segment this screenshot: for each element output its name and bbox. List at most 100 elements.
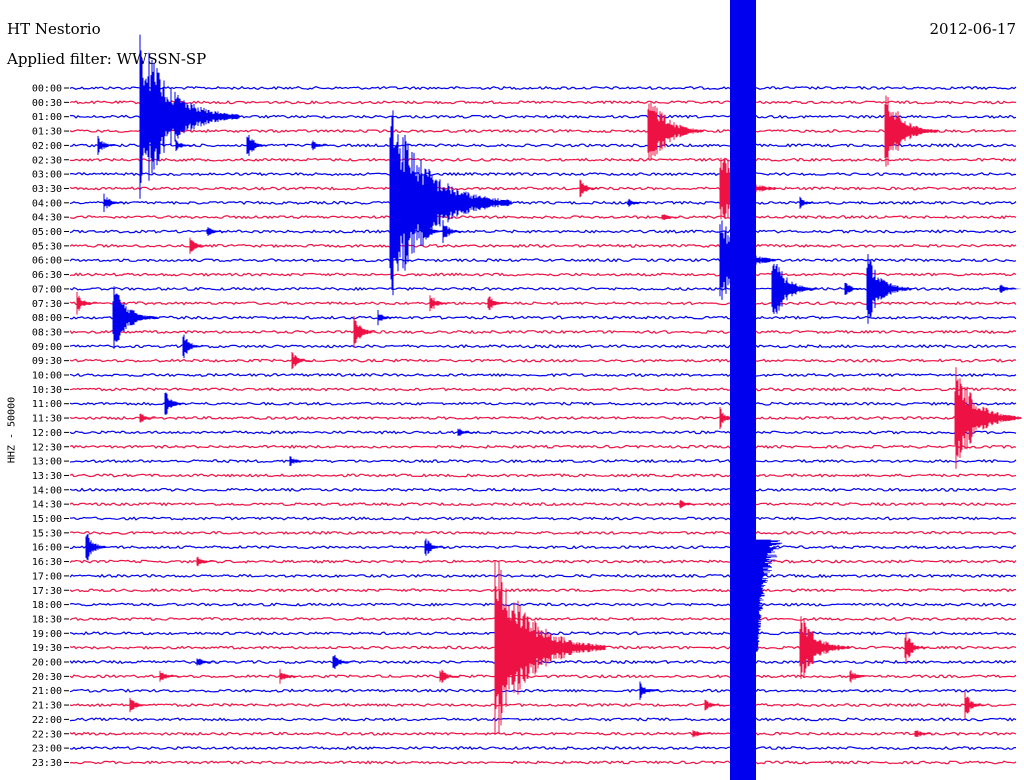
row-tick-label: 10:30	[32, 385, 62, 396]
event-burst	[246, 134, 268, 156]
event-burst	[159, 670, 181, 682]
event-burst	[627, 198, 649, 207]
event-burst	[182, 334, 204, 358]
event-burst	[353, 316, 377, 348]
row-tick-label: 03:00	[32, 170, 62, 181]
event-burst	[799, 196, 821, 209]
station-title: HT Nestorio	[7, 20, 101, 38]
trace-line	[69, 501, 1017, 507]
trace-line	[69, 143, 1017, 148]
trace-line	[69, 243, 1017, 248]
trace-line	[69, 702, 1017, 708]
event-burst	[97, 135, 119, 155]
event-burst	[866, 254, 912, 324]
trace-line	[69, 229, 1017, 234]
trace-line	[69, 329, 1017, 335]
row-tick-label: 11:30	[32, 414, 62, 425]
row-tick-label: 19:00	[32, 629, 62, 640]
trace-line	[69, 128, 1017, 134]
trace-line	[69, 85, 1017, 91]
event-burst	[196, 556, 218, 567]
date-label: 2012-06-17	[929, 20, 1016, 38]
trace-line	[69, 315, 1017, 320]
trace-line	[69, 444, 1017, 449]
row-tick-label: 22:00	[32, 715, 62, 726]
event-burst	[85, 534, 109, 561]
event-burst	[389, 110, 512, 296]
event-burst	[139, 413, 161, 423]
row-tick-label: 02:00	[32, 141, 62, 152]
event-burst	[103, 193, 125, 212]
event-burst	[799, 616, 850, 680]
row-tick-label: 13:00	[32, 457, 62, 468]
trace-line	[69, 717, 1017, 722]
row-tick-label: 09:30	[32, 356, 62, 367]
event-burst	[189, 237, 211, 254]
row-tick-label: 08:00	[32, 313, 62, 324]
row-tick-label: 13:30	[32, 471, 62, 482]
row-tick-label: 20:00	[32, 658, 62, 669]
event-burst	[884, 95, 938, 167]
trace-line	[69, 530, 1017, 535]
event-burst	[849, 670, 871, 683]
event-burst	[377, 310, 399, 326]
row-tick-label: 15:30	[32, 528, 62, 539]
trace-line	[69, 602, 1017, 607]
event-burst	[206, 227, 228, 236]
event-burst	[692, 730, 714, 738]
row-tick-label: 02:30	[32, 155, 62, 166]
row-tick-label: 00:00	[32, 84, 62, 95]
trace-line	[69, 387, 1017, 392]
trace-line	[69, 358, 1017, 363]
trace-line	[69, 258, 1017, 263]
row-tick-label: 21:00	[32, 686, 62, 697]
row-tick-label: 12:30	[32, 442, 62, 453]
trace-line	[69, 272, 1017, 277]
event-burst	[999, 284, 1021, 293]
event-burst	[139, 34, 240, 199]
trace-line	[69, 573, 1017, 579]
trace-line	[69, 344, 1017, 349]
trace-line	[69, 301, 1017, 306]
row-tick-label: 22:30	[32, 729, 62, 740]
row-tick-label: 06:00	[32, 256, 62, 267]
event-burst	[291, 352, 313, 370]
event-burst	[771, 263, 817, 314]
filter-label: Applied filter: WWSSN-SP	[7, 50, 207, 68]
row-tick-label: 00:30	[32, 98, 62, 109]
row-tick-label: 04:30	[32, 213, 62, 224]
event-burst	[647, 102, 704, 160]
row-tick-label: 18:30	[32, 614, 62, 625]
row-tick-label: 03:30	[32, 184, 62, 195]
event-burst	[164, 392, 186, 415]
trace-line	[69, 674, 1017, 679]
row-tick-label: 05:00	[32, 227, 62, 238]
trace-line	[69, 746, 1017, 751]
event-burst	[704, 699, 726, 711]
row-tick-label: 23:30	[32, 758, 62, 769]
row-tick-label: 14:00	[32, 485, 62, 496]
row-tick-label: 10:00	[32, 371, 62, 382]
event-burst	[196, 658, 218, 666]
trace-line	[69, 559, 1017, 564]
event-burst	[442, 220, 464, 243]
trace-line	[69, 372, 1017, 378]
trace-line	[69, 545, 1017, 550]
event-burst	[129, 697, 151, 713]
row-tick-label: 07:30	[32, 299, 62, 310]
event-burst	[289, 456, 311, 466]
saturated-trace-band	[730, 0, 756, 780]
row-tick-label: 09:00	[32, 342, 62, 353]
row-tick-label: 16:30	[32, 557, 62, 568]
event-burst	[579, 179, 601, 198]
row-tick-label: 19:30	[32, 643, 62, 654]
event-burst	[457, 428, 479, 436]
row-tick-labels: 00:00 00:30 01:00 01:30 02:00 02:30 03:00 03:30…	[32, 84, 69, 769]
row-tick-label: 17:30	[32, 586, 62, 597]
row-tick-label: 11:00	[32, 399, 62, 410]
event-burst	[487, 296, 509, 311]
event-burst	[311, 140, 333, 151]
event-burst	[332, 655, 354, 669]
event-bursts	[76, 34, 1022, 738]
